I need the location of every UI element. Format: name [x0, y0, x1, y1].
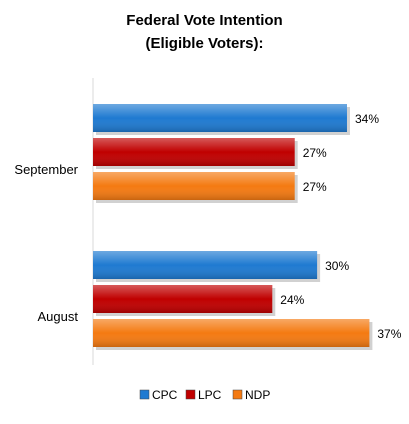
bar-shading [93, 319, 370, 347]
bar-shading [93, 285, 273, 313]
data-label: 37% [377, 327, 401, 341]
bar-shading [93, 104, 347, 132]
legend-label-lpc: LPC [198, 388, 222, 402]
legend-swatch-lpc [185, 389, 196, 400]
legend-label-ndp: NDP [245, 388, 270, 402]
bar-shading [93, 251, 318, 279]
legend-label-cpc: CPC [152, 388, 178, 402]
chart-title-line-1: Federal Vote Intention [126, 12, 283, 29]
chart-title-line-2: (Eligible Voters): [145, 35, 264, 52]
legend-swatch-ndp [232, 389, 243, 400]
category-label: August [38, 309, 79, 324]
data-label: 30% [325, 259, 349, 273]
bar-shading [93, 172, 295, 200]
data-label: 27% [303, 146, 327, 160]
data-label: 24% [280, 293, 304, 307]
legend-swatch-cpc [139, 389, 150, 400]
data-label: 34% [355, 112, 379, 126]
bar-shading [93, 138, 295, 166]
category-label: September [14, 162, 78, 177]
data-label: 27% [303, 180, 327, 194]
